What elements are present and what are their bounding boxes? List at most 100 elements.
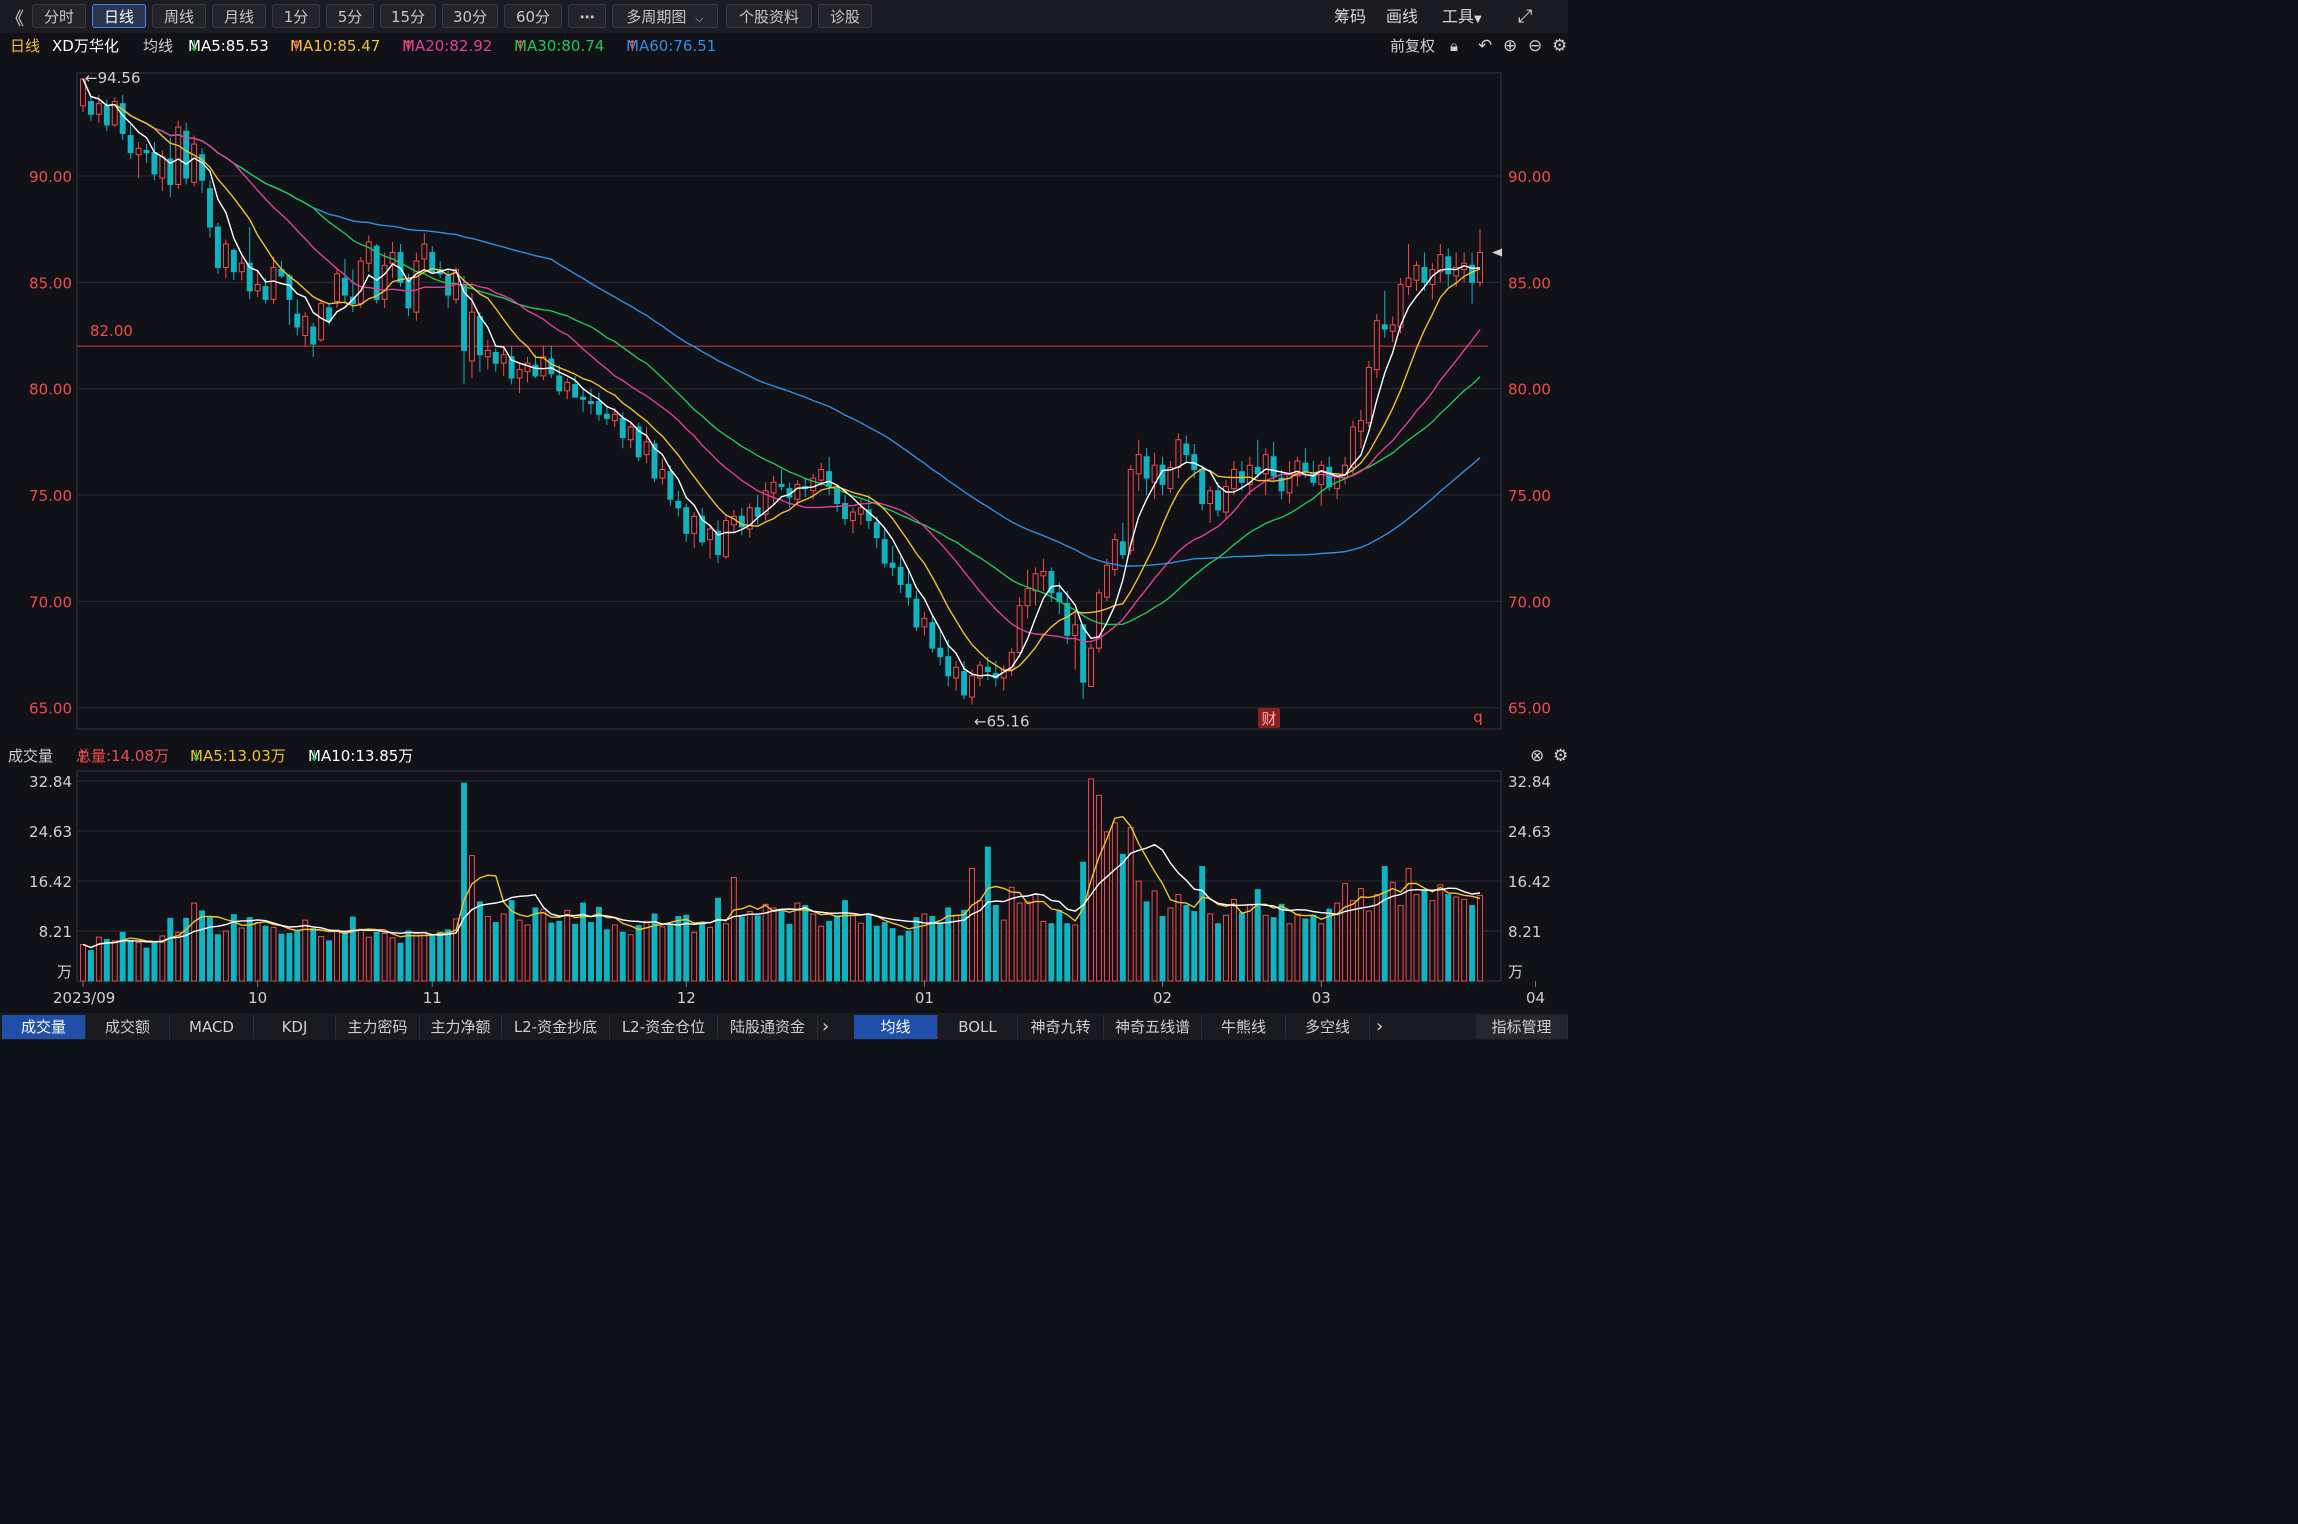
chips-button[interactable]: 筹码 xyxy=(1334,7,1367,26)
tabs-scroll-right-icon[interactable]: › xyxy=(822,1016,830,1037)
adjust-mode[interactable]: 前复权 xyxy=(1390,37,1436,55)
ma5-arrow-icon: ↓ xyxy=(188,37,201,55)
stock-info-button[interactable]: 个股资料 xyxy=(726,4,812,28)
tab-turnover[interactable]: 成交额 xyxy=(86,1015,170,1039)
candle-down xyxy=(373,245,380,300)
volume-bar-down xyxy=(429,936,436,982)
volume-bar-down xyxy=(548,922,555,982)
tab-main-force-code[interactable]: 主力密码 xyxy=(336,1015,420,1039)
volume-bar-up xyxy=(1461,898,1468,982)
candle-up xyxy=(707,528,714,541)
volume-bar-up xyxy=(770,907,777,982)
volume-bar-down xyxy=(262,925,269,982)
candle-up xyxy=(1437,254,1444,273)
volume-bar-down xyxy=(992,905,999,982)
candle-down xyxy=(230,249,237,273)
period-tab-monthly[interactable]: 月线 xyxy=(212,4,266,28)
tab-magic-five-lines[interactable]: 神奇五线谱 xyxy=(1104,1015,1202,1039)
multi-period-dropdown[interactable]: 多周期图 ⌵ xyxy=(612,4,718,28)
tab-magic-nine[interactable]: 神奇九转 xyxy=(1018,1015,1104,1039)
double-left-chevron-icon[interactable]: 《 xyxy=(6,9,24,30)
volume-bar-up xyxy=(1453,896,1460,982)
x-axis-date-label: 11 xyxy=(423,989,442,1007)
candle-up xyxy=(1008,651,1015,670)
finance-badge-icon[interactable] xyxy=(1258,708,1280,728)
period-tab-intraday[interactable]: 分时 xyxy=(32,4,86,28)
period-tab-30min[interactable]: 30分 xyxy=(442,4,498,28)
stock-name[interactable]: XD万华化 xyxy=(52,37,119,55)
expand-icon[interactable]: ⤢ xyxy=(1518,6,1533,27)
tab-long-short-line[interactable]: 多空线 xyxy=(1286,1015,1370,1039)
volume-bar-down xyxy=(230,914,237,982)
candle-up xyxy=(1127,469,1134,551)
tab-l2-bottom-fishing[interactable]: L2-资金抄底 xyxy=(502,1015,610,1039)
period-tab-15min[interactable]: 15分 xyxy=(380,4,436,28)
volume-bar-up xyxy=(1357,887,1364,982)
tab-northbound-fund[interactable]: 陆股通资金 xyxy=(718,1015,818,1039)
lock-icon[interactable]: 🔒︎ xyxy=(1450,37,1458,55)
volume-chart[interactable]: 32.84 32.84 24.63 24.63 16.42 16.42 8.21 8.21 万 万… xyxy=(0,769,1568,1013)
volume-bar-down xyxy=(397,942,404,982)
period-tab-daily[interactable]: 日线 xyxy=(92,4,146,28)
period-tab-60min[interactable]: 60分 xyxy=(504,4,562,28)
volume-axis-label-left: 万 xyxy=(57,963,72,981)
tab-boll[interactable]: BOLL xyxy=(938,1015,1018,1039)
more-periods-button[interactable]: ⋯ xyxy=(568,4,606,28)
volume-ma5-text: MA5:13.03万 xyxy=(190,747,286,765)
volume-axis-label-left: 32.84 xyxy=(29,773,72,791)
ma30-arrow-icon: ↑ xyxy=(514,37,527,55)
ma-tabs-scroll-right-icon[interactable]: › xyxy=(1376,1016,1384,1037)
candle-up xyxy=(691,515,698,534)
settings-gear-icon[interactable]: ⚙ xyxy=(1552,36,1568,56)
volume-bar-down xyxy=(1159,915,1166,982)
volume-bar-down xyxy=(1238,912,1245,982)
candle-up xyxy=(334,273,340,302)
volume-bar-up xyxy=(413,933,420,982)
tab-bull-bear-line[interactable]: 牛熊线 xyxy=(1202,1015,1286,1039)
candle-up xyxy=(191,143,198,183)
indicator-manage-button[interactable]: 指标管理 xyxy=(1476,1015,1568,1039)
price-axis-label-right: 90.00 xyxy=(1508,168,1551,186)
close-panel-icon[interactable]: ⊗ xyxy=(1530,746,1545,766)
period-tab-weekly[interactable]: 周线 xyxy=(152,4,206,28)
tab-l2-position[interactable]: L2-资金仓位 xyxy=(610,1015,718,1039)
candle-down xyxy=(1254,466,1261,475)
draw-line-button[interactable]: 画线 xyxy=(1386,7,1419,26)
zoom-in-icon[interactable]: ⊕ xyxy=(1503,36,1518,56)
candle-up xyxy=(857,507,864,515)
period-tab-1min[interactable]: 1分 xyxy=(272,4,320,28)
tab-main-force-net[interactable]: 主力净额 xyxy=(420,1015,502,1039)
volume-axis-label-right: 24.63 xyxy=(1508,823,1551,841)
panel-settings-gear-icon[interactable]: ⚙ xyxy=(1553,746,1569,766)
period-tab-5min[interactable]: 5分 xyxy=(326,4,374,28)
candle-up xyxy=(810,477,817,492)
ma-label[interactable]: 均线 xyxy=(143,37,174,55)
candle-up xyxy=(1262,454,1269,475)
volume-bar-down xyxy=(461,782,467,982)
volume-bar-down xyxy=(1215,923,1222,982)
volume-ma10-text: MA10:13.85万 xyxy=(308,747,414,765)
ma-legend: 日线 XD万华化 均线 MA5:85.53 ↓ MA10:85.47 ↑ MA20:… xyxy=(0,33,1568,59)
tab-macd[interactable]: MACD xyxy=(170,1015,254,1039)
tab-kdj[interactable]: KDJ xyxy=(254,1015,336,1039)
candle-up xyxy=(1223,486,1229,513)
zoom-out-icon[interactable]: ⊖ xyxy=(1528,36,1543,56)
price-chart[interactable]: 90.00 90.00 85.00 85.00 80.00 80.00 75.00 75.00… xyxy=(0,59,1568,740)
diagnose-button[interactable]: 诊股 xyxy=(818,4,872,28)
tools-menu[interactable]: 工具▼ xyxy=(1442,6,1482,31)
candle-down xyxy=(461,283,467,351)
tab-ma[interactable]: 均线 xyxy=(854,1015,938,1039)
volume-bar-down xyxy=(1270,917,1277,982)
undo-icon[interactable]: ↶ xyxy=(1478,36,1493,56)
candle-up xyxy=(1230,469,1237,490)
volume-bar-up xyxy=(1437,884,1444,982)
volume-bar-down xyxy=(945,907,952,982)
volume-bar-up xyxy=(318,936,325,982)
tab-volume[interactable]: 成交量 xyxy=(2,1015,86,1039)
volume-title[interactable]: 成交量 xyxy=(8,747,54,765)
candle-up xyxy=(421,243,428,260)
candle-up xyxy=(1365,366,1372,424)
low-price-label: ←65.16 xyxy=(974,712,1030,730)
x-axis-date-label: 10 xyxy=(248,989,267,1007)
volume-bar-up xyxy=(1397,905,1404,982)
